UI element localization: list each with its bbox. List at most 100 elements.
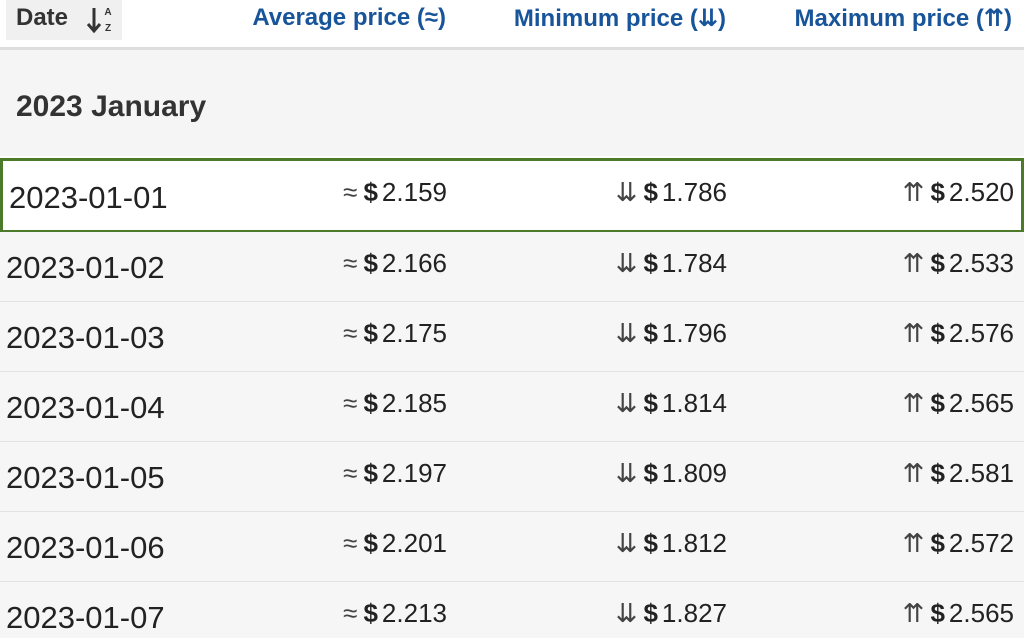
- currency-symbol: $: [643, 458, 658, 488]
- currency-symbol: $: [930, 528, 945, 558]
- currency-symbol: $: [643, 528, 658, 558]
- average-price: 2.159: [381, 177, 447, 207]
- maximum-cell: ⇈ $2.565: [903, 388, 1014, 419]
- average-symbol: ≈: [343, 388, 358, 418]
- average-cell: ≈ $2.175: [343, 318, 447, 349]
- maximum-header[interactable]: Maximum price (⇈): [794, 5, 1013, 32]
- minimum-cell: ⇊ $1.812: [616, 528, 727, 559]
- table-header: Date A Z Average price (≈) Minimum price…: [0, 0, 1024, 50]
- minimum-symbol: ⇊: [615, 318, 638, 348]
- average-cell: ≈ $2.166: [343, 248, 447, 279]
- average-price: 2.166: [381, 248, 447, 278]
- maximum-cell: ⇈ $2.533: [903, 248, 1014, 279]
- minimum-header[interactable]: Minimum price (⇊): [513, 5, 726, 32]
- minimum-symbol: ⇊: [615, 388, 638, 418]
- sort-letter: Z: [105, 23, 111, 34]
- minimum-price: 1.796: [661, 318, 727, 348]
- average-symbol: ≈: [343, 598, 358, 628]
- average-price: 2.185: [381, 388, 447, 418]
- table-row[interactable]: 2023-01-01 ≈ $2.159 ⇊ $1.786 ⇈ $2.520: [0, 158, 1024, 233]
- minimum-cell: ⇊ $1.814: [616, 388, 727, 419]
- maximum-symbol: ⇈: [902, 248, 925, 278]
- average-cell: ≈ $2.213: [343, 598, 447, 629]
- average-price: 2.197: [381, 458, 447, 488]
- maximum-price: 2.576: [948, 318, 1014, 348]
- table-row[interactable]: 2023-01-03 ≈ $2.175 ⇊ $1.796 ⇈ $2.576: [0, 302, 1024, 372]
- group-title: 2023 January: [16, 90, 207, 123]
- minimum-price: 1.812: [661, 528, 727, 558]
- date-cell: 2023-01-06: [6, 530, 165, 565]
- maximum-price: 2.581: [948, 458, 1014, 488]
- maximum-cell: ⇈ $2.572: [903, 528, 1014, 559]
- sort-letter: A: [104, 7, 111, 18]
- currency-symbol: $: [930, 598, 945, 628]
- maximum-price: 2.565: [948, 598, 1014, 628]
- currency-symbol: $: [363, 458, 378, 488]
- currency-symbol: $: [643, 248, 658, 278]
- table-row[interactable]: 2023-01-06 ≈ $2.201 ⇊ $1.812 ⇈ $2.572: [0, 512, 1024, 582]
- currency-symbol: $: [643, 177, 658, 207]
- maximum-symbol: ⇈: [902, 177, 925, 207]
- minimum-symbol: ⇊: [615, 528, 638, 558]
- maximum-symbol: ⇈: [902, 388, 925, 418]
- average-price: 2.201: [381, 528, 447, 558]
- date-cell: 2023-01-03: [6, 320, 165, 355]
- average-symbol: ≈: [343, 248, 358, 278]
- average-symbol: ≈: [343, 318, 358, 348]
- maximum-price: 2.520: [948, 177, 1014, 207]
- date-cell: 2023-01-07: [6, 600, 165, 635]
- minimum-price: 1.814: [661, 388, 727, 418]
- average-cell: ≈ $2.185: [343, 388, 447, 419]
- maximum-cell: ⇈ $2.520: [903, 177, 1014, 208]
- date-header: Date: [16, 4, 69, 31]
- currency-symbol: $: [930, 318, 945, 348]
- minimum-price: 1.827: [661, 598, 727, 628]
- minimum-cell: ⇊ $1.827: [616, 598, 727, 629]
- minimum-symbol: ⇊: [615, 598, 638, 628]
- currency-symbol: $: [930, 388, 945, 418]
- maximum-symbol: ⇈: [902, 598, 925, 628]
- average-price: 2.213: [381, 598, 447, 628]
- currency-symbol: $: [643, 318, 658, 348]
- maximum-symbol: ⇈: [902, 318, 925, 348]
- table-row[interactable]: 2023-01-04 ≈ $2.185 ⇊ $1.814 ⇈ $2.565: [0, 372, 1024, 442]
- average-header[interactable]: Average price (≈): [252, 4, 446, 31]
- minimum-cell: ⇊ $1.784: [616, 248, 727, 279]
- maximum-price: 2.565: [948, 388, 1014, 418]
- minimum-symbol: ⇊: [615, 458, 638, 488]
- currency-symbol: $: [363, 177, 378, 207]
- average-cell: ≈ $2.197: [343, 458, 447, 489]
- average-symbol: ≈: [343, 177, 358, 207]
- table-row[interactable]: 2023-01-02 ≈ $2.166 ⇊ $1.784 ⇈ $2.533: [0, 232, 1024, 302]
- date-sort-button[interactable]: Date A Z: [6, 0, 122, 40]
- currency-symbol: $: [363, 528, 378, 558]
- minimum-price: 1.809: [661, 458, 727, 488]
- date-cell: 2023-01-02: [6, 250, 165, 285]
- maximum-cell: ⇈ $2.576: [903, 318, 1014, 349]
- maximum-cell: ⇈ $2.581: [903, 458, 1014, 489]
- date-cell: 2023-01-04: [6, 390, 165, 425]
- currency-symbol: $: [643, 598, 658, 628]
- maximum-symbol: ⇈: [902, 528, 925, 558]
- maximum-price: 2.572: [948, 528, 1014, 558]
- currency-symbol: $: [930, 458, 945, 488]
- minimum-price: 1.786: [661, 177, 727, 207]
- average-cell: ≈ $2.159: [343, 177, 447, 208]
- currency-symbol: $: [363, 388, 378, 418]
- currency-symbol: $: [930, 177, 945, 207]
- sort-icon: A Z: [86, 7, 112, 34]
- month-group: 2023 January: [0, 50, 1024, 156]
- date-cell: 2023-01-05: [6, 460, 165, 495]
- average-price: 2.175: [381, 318, 447, 348]
- average-symbol: ≈: [343, 458, 358, 488]
- currency-symbol: $: [643, 388, 658, 418]
- table-row[interactable]: 2023-01-07 ≈ $2.213 ⇊ $1.827 ⇈ $2.565: [0, 582, 1024, 638]
- currency-symbol: $: [363, 318, 378, 348]
- minimum-cell: ⇊ $1.796: [616, 318, 727, 349]
- maximum-symbol: ⇈: [902, 458, 925, 488]
- average-cell: ≈ $2.201: [343, 528, 447, 559]
- currency-symbol: $: [363, 598, 378, 628]
- table-row[interactable]: 2023-01-05 ≈ $2.197 ⇊ $1.809 ⇈ $2.581: [0, 442, 1024, 512]
- date-cell: 2023-01-01: [9, 180, 168, 215]
